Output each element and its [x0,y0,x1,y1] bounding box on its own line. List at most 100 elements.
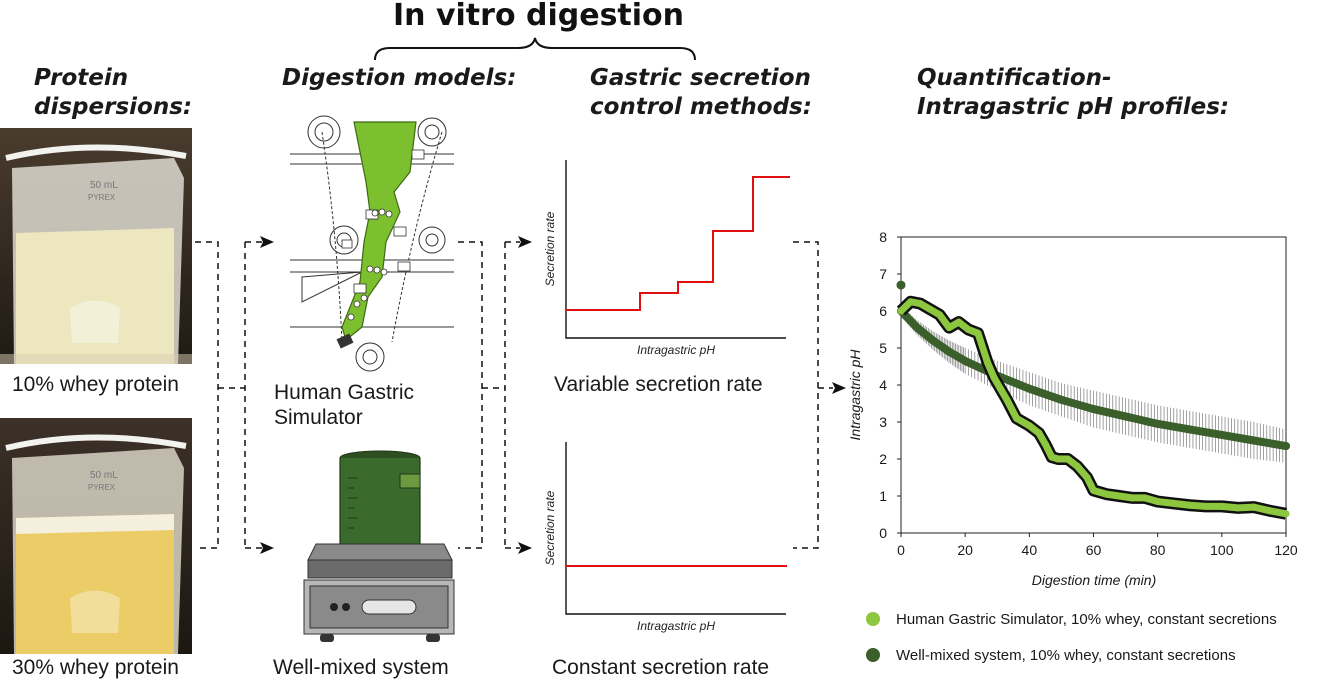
data-point-hgs [1282,510,1290,518]
data-point-wms [1121,412,1130,421]
data-point-hgs [916,300,924,308]
legend-item-hgs: Human Gastric Simulator, 10% whey, const… [866,606,1277,632]
beaker-photo-30: 50 mL PYREX [0,418,192,654]
data-point-hgs [1115,492,1123,500]
svg-text:PYREX: PYREX [88,193,116,202]
beaker-caption-10: 10% whey protein [12,373,179,396]
y-tick-label: 5 [879,340,887,356]
data-point-hgs [1083,474,1091,481]
wms-caption: Well-mixed system [273,656,449,679]
data-point-hgs [974,329,982,337]
data-point-hgs [1048,453,1056,461]
data-point-hgs [907,298,915,306]
data-point-hgs [1170,499,1178,507]
x-tick-label: 80 [1150,542,1166,558]
data-point-hgs [936,311,943,319]
x-tick-label: 40 [1022,542,1038,558]
data-point-hgs [1025,422,1033,430]
data-point-wms [1185,425,1194,434]
data-point-wms [1153,419,1162,428]
secretion-heading: Gastric secretion control methods: [590,65,812,120]
data-point-hgs [1186,501,1194,509]
quantification-heading: Quantification- Intragastric pH profiles… [917,65,1230,120]
secretion-xlabel: Intragastric pH [637,343,715,357]
legend-item-wms: Well-mixed system, 10% whey, constant se… [866,642,1277,668]
data-point-wms [1249,436,1258,445]
ph-profile-chart: Intragastric pH Digestion time (min) 012… [847,229,1298,588]
data-point-wms [1089,405,1098,414]
data-point-hgs [1154,498,1162,506]
whey-liquid [16,514,174,654]
arrow-head [260,236,274,248]
variable-secretion-line [566,176,790,311]
data-point-wms [913,323,922,332]
legend-marker [866,612,880,626]
y-tick-label: 2 [879,451,887,467]
data-point-hgs [964,326,972,333]
data-point-wms [945,347,954,356]
beaker-photo-10: 50 mL PYREX [0,128,192,364]
data-point-wms [1025,384,1034,393]
svg-text:50 mL: 50 mL [90,470,118,481]
models-heading: Digestion models: [282,65,517,91]
data-point-hgs [1250,503,1258,511]
y-tick-label: 7 [879,266,887,282]
data-point-wms [1282,442,1290,451]
x-tick-label: 60 [1086,542,1102,558]
data-point-hgs [1218,502,1226,510]
data-point-hgs [1141,494,1149,502]
data-point-hgs [897,307,905,315]
secretion-xlabel: Intragastric pH [637,619,715,633]
y-tick-label: 8 [879,229,887,245]
data-point-hgs [926,305,934,313]
y-tick-label: 6 [879,303,887,319]
x-tick-label: 120 [1274,542,1298,558]
x-tick-label: 100 [1210,542,1234,558]
data-point-wms [929,336,938,345]
y-tick-label: 3 [879,414,887,430]
data-point-hgs [945,324,953,332]
data-point-hgs [1003,396,1011,404]
legend-label: Well-mixed system, 10% whey, constant se… [896,646,1236,664]
chart-xlabel: Digestion time (min) [1032,572,1156,588]
data-point-wms [961,356,970,365]
data-point-initial [896,280,906,290]
data-point-hgs [1013,414,1020,422]
variable-secretion-chart: Secretion rate Intragastric pH [543,160,790,357]
constant-secretion-caption: Constant secretion rate [552,656,770,679]
data-point-hgs [1090,486,1097,494]
secretion-ylabel: Secretion rate [543,211,557,286]
x-tick-label: 0 [897,542,905,558]
data-point-hgs [1064,455,1072,463]
data-point-wms [1057,395,1066,404]
constant-secretion-chart: Secretion rate Intragastric pH [543,442,787,633]
data-point-hgs [984,359,992,367]
page-title: In vitro digestion [393,0,685,33]
data-point-hgs [1035,429,1043,437]
well-mixed-system-illustration [303,450,455,642]
legend-label: Human Gastric Simulator, 10% whey, const… [896,610,1277,628]
hgs-caption: Human Gastric Simulator [274,381,415,429]
data-point-hgs [1041,440,1049,448]
data-point-hgs [1234,504,1242,512]
beaker-caption-30: 30% whey protein [12,656,179,679]
data-point-hgs [1054,455,1062,463]
svg-text:PYREX: PYREX [88,483,116,492]
dispersions-heading: Protein dispersions: [34,65,193,120]
title-brace [374,37,696,61]
data-point-hgs [1202,502,1210,510]
y-tick-label: 1 [879,488,887,504]
data-point-hgs [1073,462,1081,470]
y-tick-label: 4 [879,377,887,393]
data-point-hgs [1102,490,1110,498]
whey-liquid [16,228,174,364]
human-gastric-simulator-illustration [290,115,454,372]
svg-text:50 mL: 50 mL [90,180,118,191]
data-point-hgs [955,318,963,326]
variable-secretion-caption: Variable secretion rate [554,373,763,396]
legend-marker [866,648,880,662]
data-point-wms [1217,430,1226,439]
y-tick-label: 0 [879,525,887,541]
secretion-ylabel: Secretion rate [543,490,557,565]
